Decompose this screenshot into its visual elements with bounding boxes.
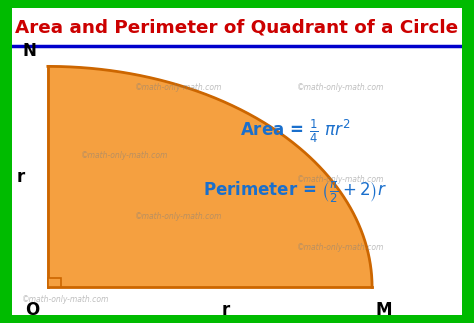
Text: O: O [25, 301, 39, 319]
Text: Area = $\frac{1}{4}$ $\pi r^2$: Area = $\frac{1}{4}$ $\pi r^2$ [240, 117, 351, 144]
Text: Area and Perimeter of Quadrant of a Circle: Area and Perimeter of Quadrant of a Circ… [16, 19, 458, 37]
Polygon shape [48, 278, 61, 287]
Text: ©math-only-math.com: ©math-only-math.com [135, 212, 222, 221]
Text: M: M [375, 301, 392, 319]
Text: ©math-only-math.com: ©math-only-math.com [297, 175, 384, 184]
Text: ©math-only-math.com: ©math-only-math.com [297, 83, 384, 92]
Text: r: r [17, 168, 25, 186]
Text: r: r [222, 301, 230, 319]
Polygon shape [48, 67, 372, 287]
Text: ©math-only-math.com: ©math-only-math.com [22, 295, 109, 304]
Text: ©math-only-math.com: ©math-only-math.com [81, 151, 168, 160]
Text: Perimeter = $\left(\frac{\pi}{2} + 2\right)r$: Perimeter = $\left(\frac{\pi}{2} + 2\rig… [203, 180, 388, 205]
Text: ©math-only-math.com: ©math-only-math.com [297, 243, 384, 252]
Text: ©math-only-math.com: ©math-only-math.com [135, 83, 222, 92]
Text: N: N [23, 42, 37, 60]
